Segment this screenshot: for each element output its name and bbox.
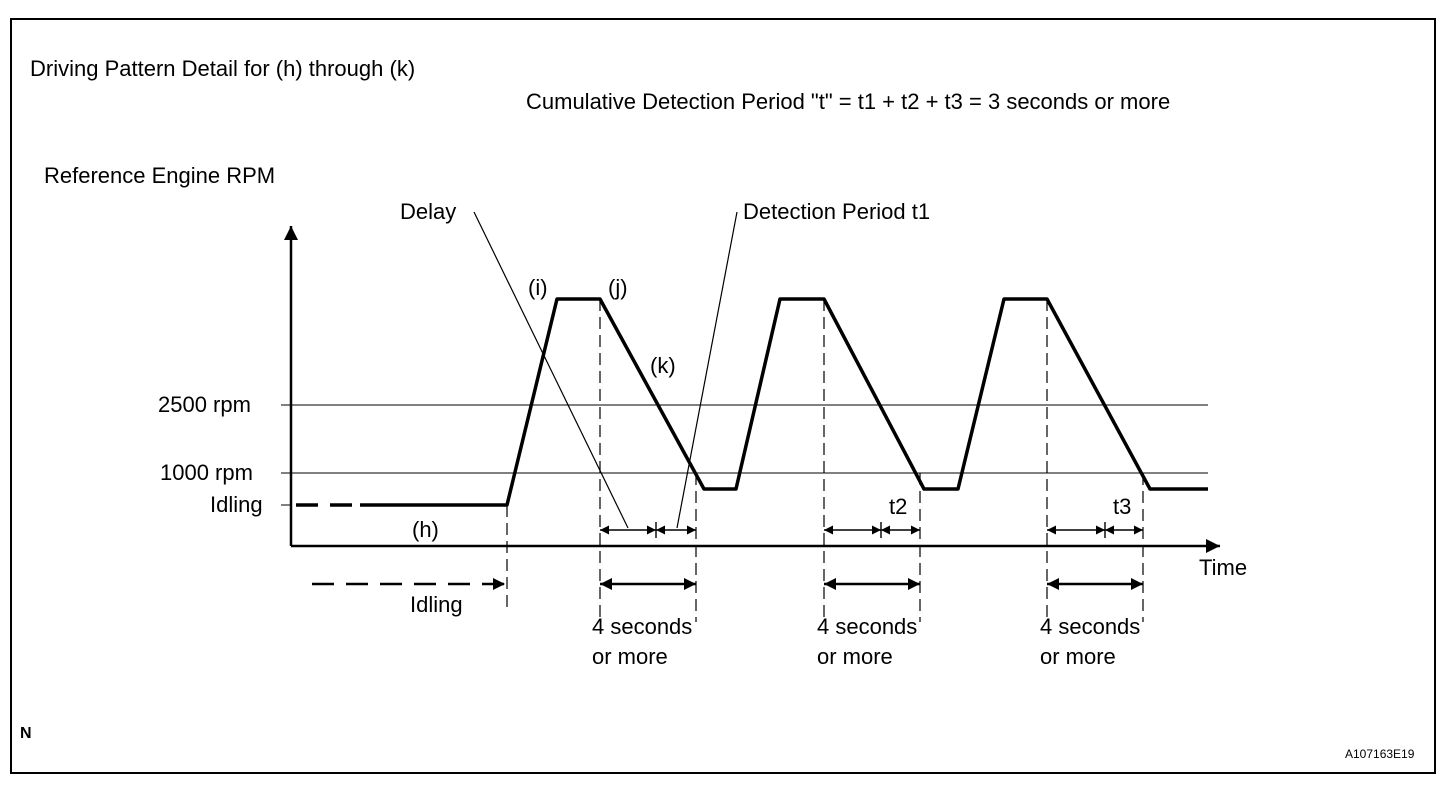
label-idling: Idling [210,492,263,517]
label-1000-rpm: 1000 rpm [160,460,253,485]
corner-mark: N [20,725,32,742]
diagram-title: Driving Pattern Detail for (h) through (… [30,56,415,81]
duration-3-line1: 4 seconds [1040,614,1140,639]
callout-detection-t1-leader [676,211,738,529]
label-t2: t2 [889,494,907,519]
duration-1-line2: or more [592,644,668,669]
label-phase-i: (i) [528,275,548,300]
duration-2-line1: 4 seconds [817,614,917,639]
detection-formula: Cumulative Detection Period "t" = t1 + t… [526,89,1170,114]
label-phase-k: (k) [650,353,676,378]
period-arrows [600,522,1143,538]
callout-delay-label: Delay [400,199,456,224]
duration-3-line2: or more [1040,644,1116,669]
label-phase-j: (j) [608,275,628,300]
label-idling-bottom: Idling [410,592,463,617]
duration-1-line1: 4 seconds [592,614,692,639]
callout-delay-leader [473,211,629,529]
callout-detection-t1-label: Detection Period t1 [743,199,930,224]
rpm-trace [360,297,1208,507]
time-guide-lines [506,299,1144,622]
duration-2-line2: or more [817,644,893,669]
figure-frame [10,18,1436,774]
y-axis-label: Reference Engine RPM [44,163,275,188]
label-2500-rpm: 2500 rpm [158,392,251,417]
figure-code: A107163E19 [1345,747,1415,761]
label-phase-h: (h) [412,517,439,542]
label-t3: t3 [1113,494,1131,519]
x-axis-label: Time [1199,555,1247,580]
